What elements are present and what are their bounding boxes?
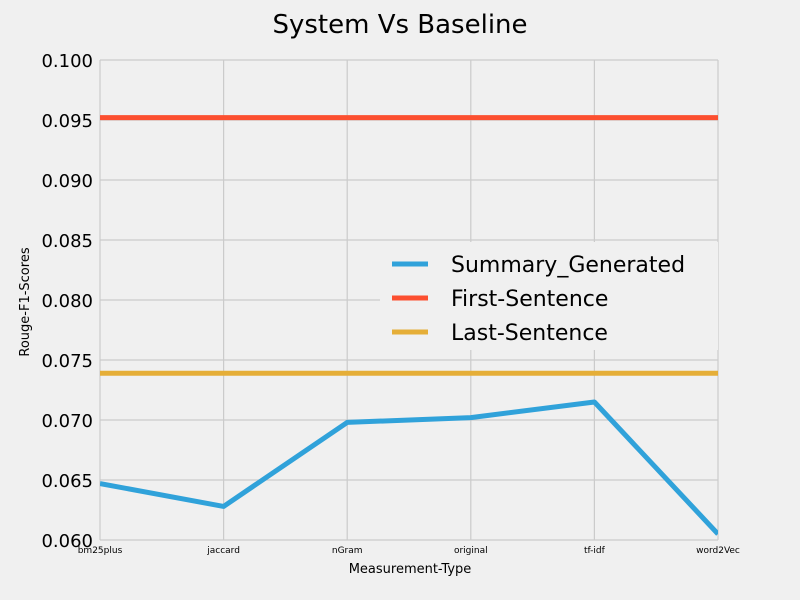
series-group xyxy=(100,115,718,536)
y-tick-label: 0.085 xyxy=(41,231,93,252)
y-tick-label: 0.060 xyxy=(41,531,93,552)
y-axis-label: Rouge-F1-Scores xyxy=(18,247,33,356)
y-tick-label: 0.080 xyxy=(41,291,93,312)
ticks: 0.060 0.065 0.070 0.075 0.080 0.085 0.090 0.095… xyxy=(41,51,739,556)
x-tick-label: tf-idf xyxy=(584,546,606,556)
legend-box xyxy=(380,242,718,350)
y-tick-label: 0.100 xyxy=(41,51,93,72)
series-line-summary-generated xyxy=(100,399,718,536)
x-tick-label: original xyxy=(454,546,488,556)
legend-label: First-Sentence xyxy=(451,287,608,312)
x-axis-label: Measurement-Type xyxy=(349,562,472,577)
chart-title: System Vs Baseline xyxy=(272,10,527,40)
legend-label: Summary_Generated xyxy=(451,253,685,278)
x-tick-label: nGram xyxy=(332,546,363,556)
y-tick-label: 0.070 xyxy=(41,411,93,432)
y-tick-label: 0.075 xyxy=(41,351,93,372)
y-tick-label: 0.090 xyxy=(41,171,93,192)
x-tick-label: bm25plus xyxy=(78,546,123,556)
legend: Summary_Generated First-Sentence Last-Sent… xyxy=(380,242,718,350)
x-tick-label: word2Vec xyxy=(696,546,740,556)
legend-label: Last-Sentence xyxy=(451,321,608,346)
y-tick-label: 0.095 xyxy=(41,111,93,132)
x-tick-label: jaccard xyxy=(206,546,240,556)
y-tick-label: 0.065 xyxy=(41,471,93,492)
